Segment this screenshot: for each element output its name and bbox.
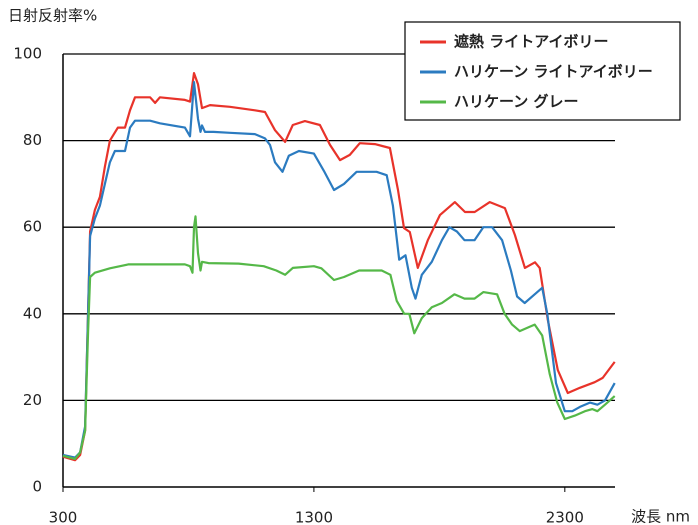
y-tick-label: 40 — [23, 304, 42, 322]
series-line — [62, 81, 616, 459]
legend-label: ハリケーン グレー — [454, 93, 578, 111]
y-tick-label: 0 — [32, 478, 42, 496]
x-tick-label: 300 — [49, 509, 78, 525]
x-axis-label: 波長 nm — [631, 508, 690, 525]
legend-label: ハリケーン ライトアイボリー — [454, 63, 653, 81]
x-tick-label: 1300 — [295, 509, 333, 525]
x-tick-label: 2300 — [546, 509, 584, 525]
y-tick-label: 100 — [13, 45, 42, 63]
series-line — [62, 72, 616, 462]
y-tick-label: 60 — [23, 218, 42, 236]
legend-box — [404, 21, 681, 121]
y-tick-label: 20 — [23, 391, 42, 409]
y-tick-label: 80 — [23, 131, 42, 149]
series-line — [62, 215, 616, 460]
legend-label: 遮熱 ライトアイボリー — [454, 33, 608, 51]
y-axis-label: 日射反射率% — [8, 7, 97, 25]
